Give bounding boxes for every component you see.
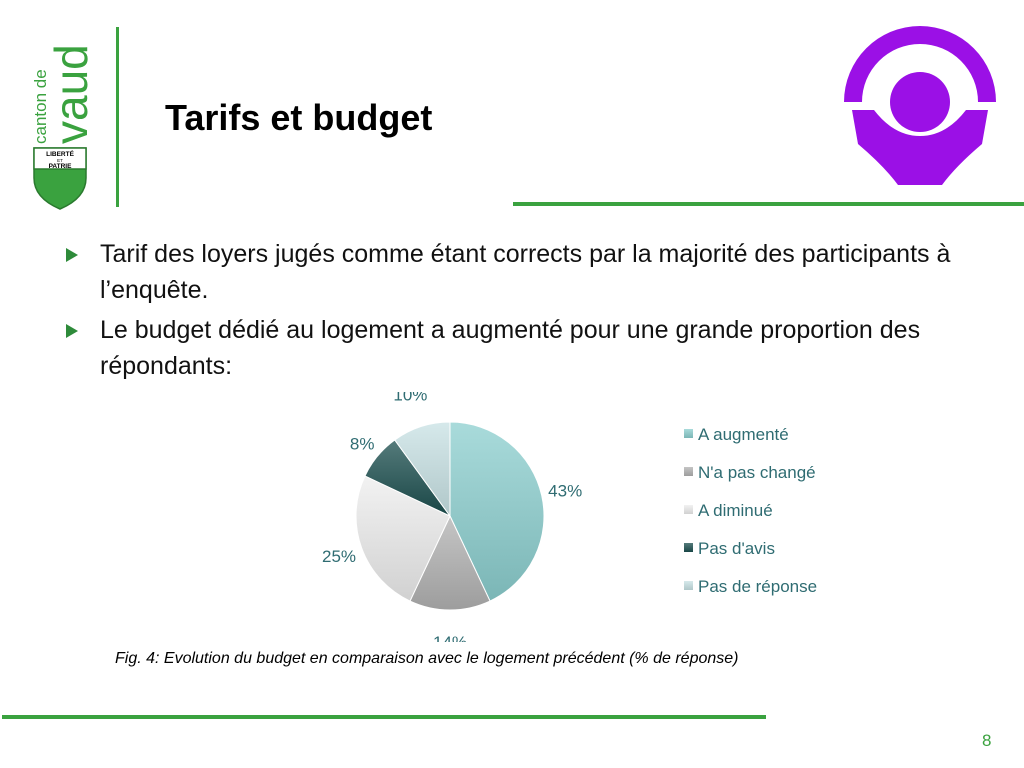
pie-slice-pas-de-reponse <box>394 421 451 518</box>
pie-label-n-a-pas-change: 14% <box>433 633 467 642</box>
bullet-list: Tarif des loyers jugés comme étant corre… <box>58 236 958 388</box>
legend-swatch-n-a-pas-change <box>684 467 693 476</box>
logo-text-vaud: vaud <box>45 44 96 144</box>
pie-label-a-diminue: 25% <box>322 547 356 566</box>
legend-swatch-pas-de-reponse <box>684 581 693 590</box>
footer-divider <box>2 715 766 719</box>
bullet-text: Le budget dédié au logement a augmenté p… <box>100 316 921 380</box>
legend-label-pas-de-reponse: Pas de réponse <box>698 577 817 596</box>
legend-swatch-pas-d-avis <box>684 543 693 552</box>
budget-pie-chart: 43% 14% 25% 8% 10% A augmenté N'a pas changé A… <box>322 392 817 642</box>
legend-swatch-a-diminue <box>684 505 693 514</box>
logo-text-canton-de: canton de <box>31 69 50 144</box>
page-title: Tarifs et budget <box>165 97 433 138</box>
page-number: 8 <box>982 731 992 750</box>
header-divider-vertical <box>116 27 119 207</box>
canton-vaud-logo: canton de vaud LIBERTÉ ET PATRIE <box>31 44 96 210</box>
pie-slice-a-augmente <box>449 421 545 602</box>
header-divider-horizontal <box>513 202 1024 206</box>
pie-slice-a-diminue <box>355 475 451 602</box>
figure-caption: Fig. 4: Evolution du budget en comparais… <box>115 650 739 667</box>
legend-label-a-augmente: A augmenté <box>698 425 789 444</box>
partner-logo-icon <box>844 26 996 185</box>
legend-label-a-diminue: A diminué <box>698 501 773 520</box>
bullet-arrow-icon <box>66 248 78 262</box>
legend-label-n-a-pas-change: N'a pas changé <box>698 463 816 482</box>
bullet-arrow-icon <box>66 324 78 338</box>
shield-text-et: ET <box>57 158 63 163</box>
pie-label-pas-d-avis: 8% <box>350 434 375 453</box>
pie-label-a-augmente: 43% <box>548 481 582 500</box>
legend-swatch-a-augmente <box>684 429 693 438</box>
bullet-item: Tarif des loyers jugés comme étant corre… <box>58 236 958 308</box>
legend-label-pas-d-avis: Pas d'avis <box>698 539 775 558</box>
shield-text-patrie: PATRIE <box>49 163 73 170</box>
bullet-text: Tarif des loyers jugés comme étant corre… <box>100 240 951 304</box>
pie-slice-n-a-pas-change <box>409 514 491 611</box>
pie-label-pas-de-reponse: 10% <box>393 392 427 404</box>
shield-text-liberte: LIBERTÉ <box>46 149 74 158</box>
bullet-item: Le budget dédié au logement a augmenté p… <box>58 312 958 384</box>
